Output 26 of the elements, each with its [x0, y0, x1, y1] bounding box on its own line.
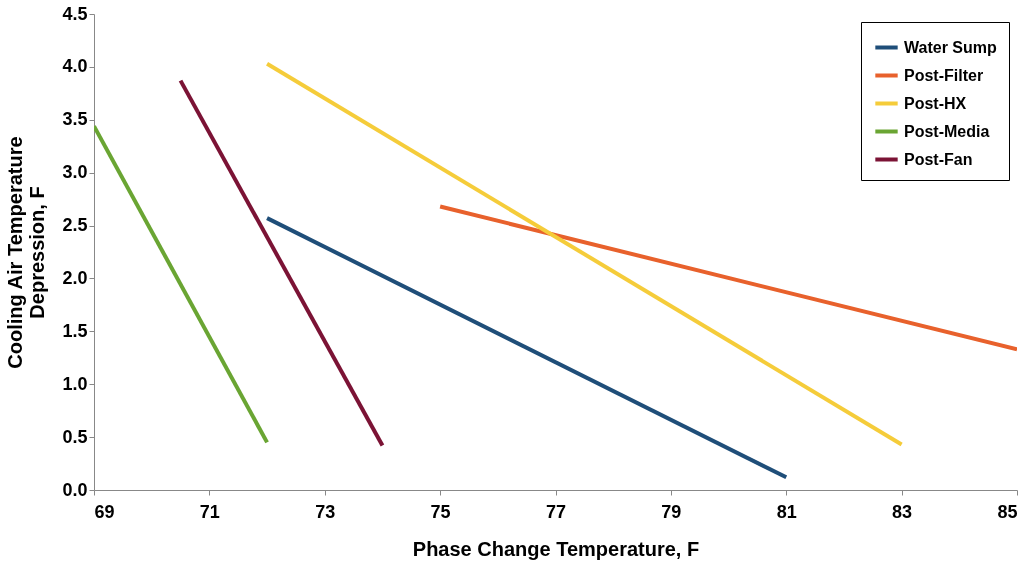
y-tick-label: 2.0	[62, 267, 88, 288]
x-tick-label: 71	[199, 501, 220, 522]
x-axis-title: Phase Change Temperature, F	[412, 537, 700, 560]
legend-label: Post-Filter	[904, 66, 984, 84]
y-tick-label: 4.0	[62, 56, 88, 77]
y-tick-label: 1.5	[62, 320, 88, 341]
legend-label: Post-Media	[904, 122, 990, 140]
y-axis-title: Cooling Air Temperature Depression, F	[4, 136, 49, 369]
legend-label: Post-Fan	[904, 150, 973, 168]
y-tick-label: 2.5	[62, 215, 88, 236]
y-tick-label: 4.5	[62, 3, 88, 24]
x-tick-label: 85	[997, 501, 1018, 522]
y-tick-label: 3.5	[62, 109, 88, 130]
y-tick-label: 1.0	[62, 373, 88, 394]
y-tick-label: 0.5	[62, 426, 88, 447]
legend-label: Water Sump	[904, 38, 997, 56]
x-tick-label: 77	[545, 501, 567, 522]
x-tick-label: 79	[661, 501, 682, 522]
y-tick-label: 3.0	[62, 162, 88, 183]
x-tick-label: 83	[892, 501, 913, 522]
x-tick-label: 75	[430, 501, 451, 522]
x-tick-label: 81	[776, 501, 797, 522]
y-tick-label: 0.0	[62, 479, 88, 500]
x-tick-label: 69	[94, 501, 115, 522]
legend-label: Post-HX	[904, 94, 967, 112]
x-tick-label: 73	[315, 501, 336, 522]
